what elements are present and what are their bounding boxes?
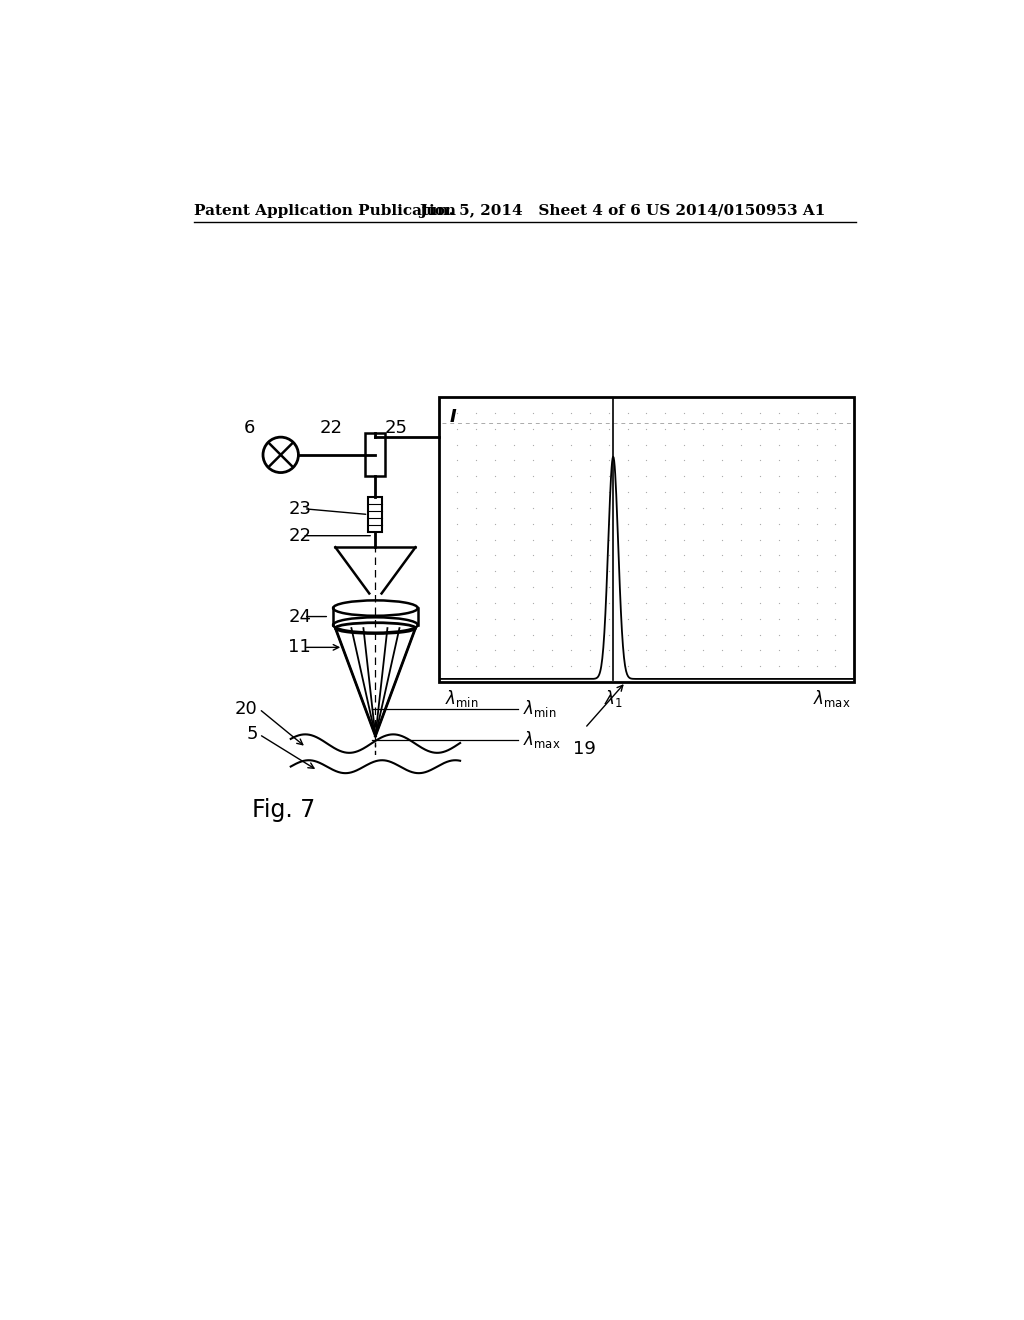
Text: 24: 24 (289, 607, 311, 626)
Bar (366, 433, 385, 477)
Text: $\lambda_{\mathsf{max}}$: $\lambda_{\mathsf{max}}$ (813, 688, 851, 709)
Text: 11: 11 (289, 639, 311, 656)
Text: $\lambda_{\mathsf{min}}$: $\lambda_{\mathsf{min}}$ (444, 688, 478, 709)
Text: 6: 6 (244, 418, 256, 437)
Text: US 2014/0150953 A1: US 2014/0150953 A1 (646, 203, 825, 218)
Bar (369, 498, 382, 532)
Text: 5: 5 (246, 726, 258, 743)
Text: Patent Application Publication: Patent Application Publication (194, 203, 456, 218)
Text: $\lambda_{\mathsf{max}}$: $\lambda_{\mathsf{max}}$ (523, 729, 561, 750)
Text: 23: 23 (289, 500, 311, 517)
Bar (438, 397, 854, 682)
Text: I: I (450, 408, 456, 426)
Text: Jun. 5, 2014   Sheet 4 of 6: Jun. 5, 2014 Sheet 4 of 6 (419, 203, 641, 218)
Text: 19: 19 (573, 739, 596, 758)
Text: Fig. 7: Fig. 7 (252, 797, 315, 821)
Text: $\lambda_{\mathsf{min}}$: $\lambda_{\mathsf{min}}$ (523, 698, 557, 719)
Text: 22: 22 (319, 418, 342, 437)
Text: 20: 20 (234, 700, 258, 718)
Text: 25: 25 (385, 418, 408, 437)
Text: $\lambda_{\mathsf{1}}$: $\lambda_{\mathsf{1}}$ (604, 688, 623, 709)
Text: 22: 22 (289, 527, 311, 545)
